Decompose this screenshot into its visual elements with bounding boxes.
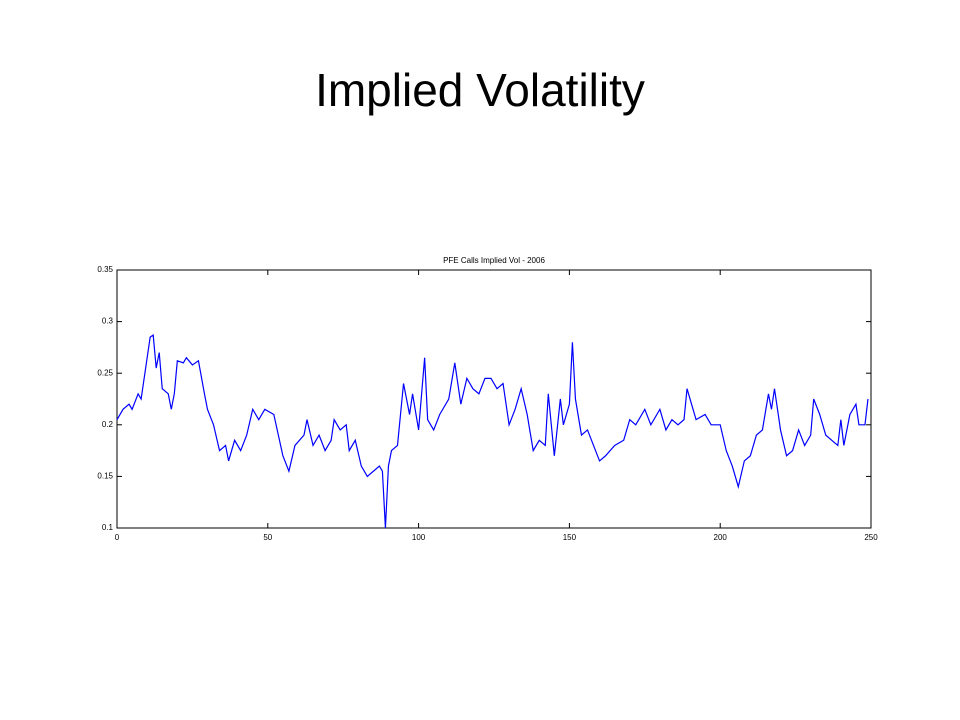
chart-title: PFE Calls Implied Vol - 2006 — [443, 256, 545, 265]
x-tick-label: 200 — [714, 533, 728, 542]
axes-box — [116, 269, 872, 529]
y-tick-label: 0.35 — [97, 265, 113, 274]
y-tick-label: 0.2 — [102, 420, 114, 429]
y-tick-label: 0.1 — [102, 523, 114, 532]
x-tick-label: 50 — [263, 533, 272, 542]
x-tick-label: 0 — [115, 533, 120, 542]
data-line — [116, 333, 869, 529]
x-tick-label: 250 — [864, 533, 878, 542]
x-tick-label: 100 — [412, 533, 426, 542]
x-tick-label: 150 — [563, 533, 577, 542]
y-tick-label: 0.15 — [97, 472, 113, 481]
slide-title: Implied Volatility — [315, 64, 645, 116]
y-tick-label: 0.25 — [97, 368, 113, 377]
y-tick-label: 0.3 — [102, 317, 114, 326]
